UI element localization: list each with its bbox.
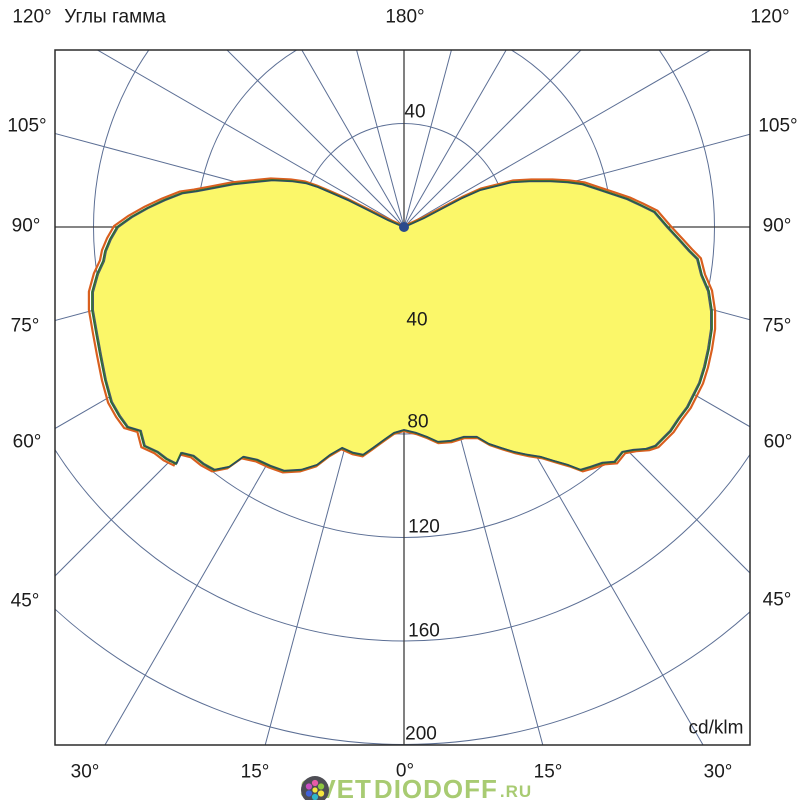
- radial-tick-label: 40: [406, 309, 428, 331]
- gamma-angle-label: 120°: [12, 6, 52, 28]
- gamma-angle-label: 15°: [533, 761, 563, 783]
- gamma-angle-label: 180°: [385, 6, 425, 28]
- watermark-text-right: DIODOFF: [373, 774, 498, 800]
- gamma-angle-label: 105°: [758, 115, 798, 137]
- gamma-angle-label: 90°: [762, 215, 792, 237]
- watermark-logo-icon: [301, 776, 329, 800]
- gamma-angle-label: 120°: [750, 6, 790, 28]
- gamma-angle-label: 75°: [762, 315, 792, 337]
- radial-tick-label: 200: [405, 723, 437, 745]
- watermark-tld: .RU: [499, 782, 533, 800]
- gamma-angle-label: 30°: [70, 761, 100, 783]
- gamma-angle-label: 105°: [7, 115, 47, 137]
- gamma-angle-label: 45°: [10, 590, 40, 612]
- gamma-angle-label: 90°: [11, 215, 41, 237]
- radial-tick-label: 160: [408, 620, 440, 642]
- gamma-angle-label: 60°: [12, 431, 42, 453]
- gamma-angle-label: 60°: [763, 431, 793, 453]
- gamma-angle-label: 15°: [240, 761, 270, 783]
- plot-border: [54, 49, 751, 746]
- chart-title: Углы гамма: [64, 6, 166, 28]
- intensity-curve: [87, 177, 717, 474]
- unit-label: cd/klm: [688, 717, 744, 739]
- gamma-angle-label: 45°: [762, 589, 792, 611]
- gamma-angle-label: 75°: [10, 315, 40, 337]
- gamma-angle-label: 30°: [703, 761, 733, 783]
- radial-tick-label: 120: [408, 516, 440, 538]
- gamma-angle-label: 0°: [395, 760, 415, 782]
- watermark: SVET DIODOFF .RU: [300, 775, 532, 800]
- radial-tick-label: 80: [407, 411, 429, 433]
- polar-origin-dot: [399, 222, 409, 232]
- radial-tick-label: 40: [404, 101, 426, 123]
